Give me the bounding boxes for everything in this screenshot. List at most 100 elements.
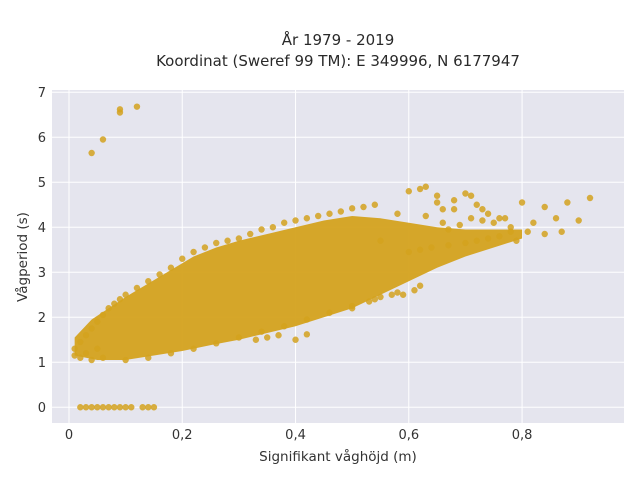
data-point — [337, 208, 345, 215]
y-axis-ticks: 0 1 2 3 4 5 6 7 — [38, 86, 46, 416]
y-tick-label: 7 — [38, 86, 46, 101]
data-point — [292, 336, 299, 343]
x-tick-label: 0,8 — [512, 428, 533, 443]
y-tick-label: 4 — [38, 221, 46, 236]
data-point — [275, 332, 282, 339]
data-point — [433, 199, 441, 206]
y-tick-label: 3 — [38, 266, 46, 281]
data-point — [586, 194, 594, 202]
x-tick-label: 0,6 — [398, 428, 419, 443]
data-point — [416, 282, 424, 289]
data-point — [552, 215, 560, 222]
data-point — [450, 197, 458, 204]
x-tick-label: 0,2 — [172, 428, 193, 443]
y-tick-label: 1 — [38, 356, 46, 371]
data-point — [439, 206, 446, 213]
x-tick-label: 0,4 — [285, 428, 306, 443]
data-point — [258, 226, 265, 233]
data-point — [111, 404, 118, 411]
data-point — [496, 215, 503, 222]
data-point — [292, 217, 299, 224]
data-point — [411, 287, 418, 294]
data-point — [541, 203, 548, 211]
data-point — [473, 201, 480, 208]
data-point — [360, 203, 367, 211]
y-tick-label: 0 — [38, 401, 46, 416]
point-cloud-band — [74, 216, 523, 360]
data-point — [201, 244, 209, 251]
y-tick-label: 5 — [38, 176, 46, 191]
data-point — [439, 219, 446, 226]
data-point — [422, 212, 429, 220]
data-point — [507, 224, 514, 231]
data-point — [303, 331, 311, 338]
data-point — [99, 404, 107, 411]
data-point — [388, 291, 396, 298]
data-point — [394, 210, 401, 217]
y-tick-label: 6 — [38, 131, 46, 146]
data-point — [394, 289, 401, 296]
data-point — [479, 217, 486, 224]
data-point — [252, 336, 260, 343]
data-point — [247, 230, 254, 238]
data-point — [484, 210, 492, 217]
x-axis-label: Signifikant våghöjd (m) — [259, 448, 417, 465]
data-point — [371, 201, 379, 208]
data-point — [116, 106, 124, 113]
data-point — [467, 215, 475, 222]
data-point — [105, 404, 112, 411]
data-point — [269, 224, 277, 231]
data-point — [530, 219, 537, 226]
data-point — [116, 404, 124, 411]
data-point — [133, 103, 141, 110]
data-point — [224, 237, 231, 244]
x-tick-label: 0 — [65, 428, 73, 443]
data-point — [190, 248, 197, 256]
data-point — [490, 219, 497, 226]
data-point — [518, 199, 526, 206]
x-axis-ticks: 0 0,2 0,4 0,6 0,8 — [65, 428, 533, 443]
data-point — [77, 404, 84, 411]
data-point — [99, 136, 107, 143]
data-point — [399, 291, 407, 298]
data-point — [145, 404, 152, 411]
data-point — [122, 404, 129, 411]
data-point — [462, 190, 469, 197]
chart-title-line2: Koordinat (Sweref 99 TM): E 349996, N 61… — [156, 52, 520, 70]
data-point — [88, 404, 95, 411]
data-point — [575, 217, 582, 224]
data-point — [326, 210, 333, 217]
data-point — [82, 404, 90, 411]
data-point — [450, 206, 458, 213]
data-point — [88, 149, 95, 157]
data-point — [405, 188, 412, 195]
data-point — [94, 404, 101, 411]
data-point — [264, 334, 271, 341]
data-point — [179, 255, 186, 262]
data-point — [303, 215, 311, 222]
data-point — [564, 199, 571, 206]
y-axis-label: Vågperiod (s) — [14, 212, 31, 302]
data-point — [213, 239, 220, 247]
data-point — [501, 215, 509, 222]
data-point — [558, 228, 565, 235]
data-point — [235, 235, 243, 242]
data-point — [479, 206, 486, 213]
data-point — [128, 404, 135, 411]
data-point — [150, 404, 158, 411]
data-point — [541, 230, 548, 238]
data-point — [422, 183, 429, 190]
dense-point-cloud — [74, 216, 523, 360]
data-point — [467, 192, 475, 199]
data-point — [139, 404, 146, 411]
data-point — [280, 219, 288, 226]
data-point — [314, 212, 322, 220]
data-point — [456, 221, 463, 229]
data-point — [348, 205, 356, 212]
data-point — [524, 228, 531, 235]
y-tick-label: 2 — [38, 311, 46, 326]
data-point — [433, 192, 441, 199]
chart-title-line1: År 1979 - 2019 — [282, 30, 395, 49]
data-point — [416, 185, 424, 193]
